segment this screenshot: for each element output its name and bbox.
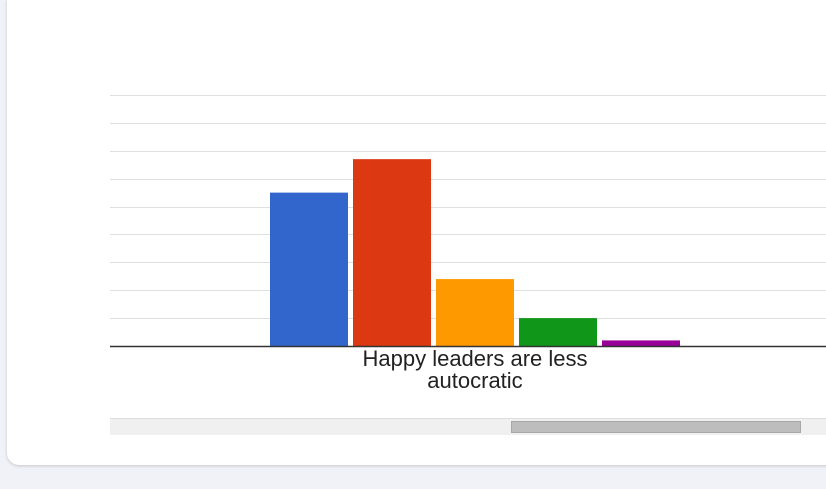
horizontal-scrollbar[interactable]: [110, 418, 826, 435]
bar-series-4[interactable]: [519, 318, 597, 346]
bar-series-1[interactable]: [270, 192, 348, 346]
scrollbar-thumb[interactable]: [511, 421, 801, 433]
x-tick-label-line: autocratic: [427, 368, 522, 393]
x-tick-label-line: Happy leaders are less: [362, 346, 587, 371]
x-tick-label: Happy leaders are less autocratic: [362, 346, 587, 393]
bar-series-3[interactable]: [436, 279, 514, 346]
bar-chart: Happy leaders are less autocratic: [110, 95, 826, 393]
bar-series-5[interactable]: [602, 340, 680, 346]
chart-card: Happy leaders are less autocratic: [7, 0, 826, 465]
bar-series-2[interactable]: [353, 159, 431, 346]
